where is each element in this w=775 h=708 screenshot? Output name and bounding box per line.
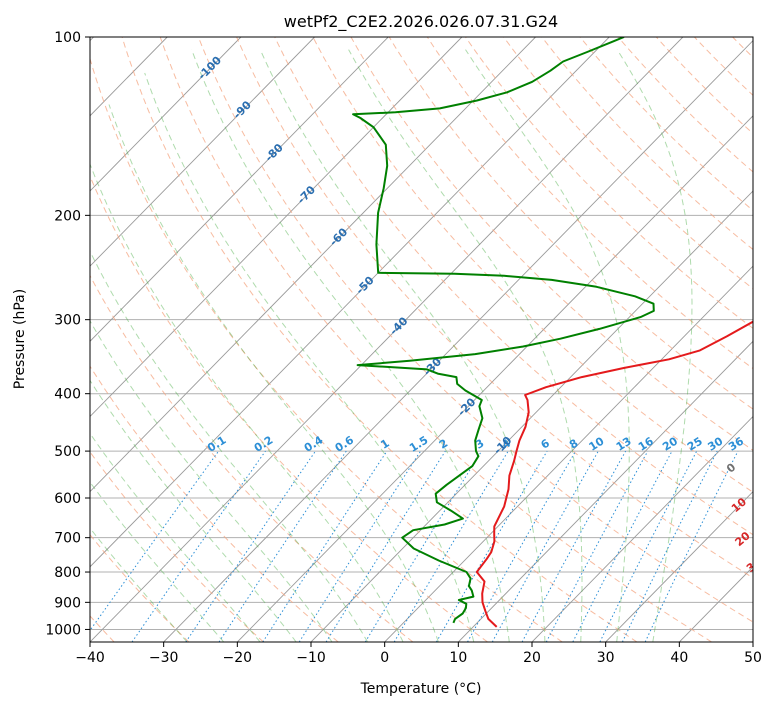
moist-adiabat-line — [191, 49, 510, 642]
dry-adiabat-line — [90, 57, 563, 642]
isotherm-line — [90, 37, 463, 418]
y-axis-title: Pressure (hPa) — [12, 289, 28, 389]
sounding-series — [352, 37, 753, 628]
mixing-ratio-line — [435, 450, 548, 642]
moist-adiabat-line — [616, 49, 693, 642]
x-tick-label: −20 — [223, 650, 253, 666]
x-tick-label: 0 — [380, 650, 389, 666]
dry-adiabat-label: 30 — [744, 555, 764, 575]
y-tick-label: 500 — [54, 444, 81, 460]
isotherm-line — [310, 190, 753, 642]
mixing-ratio-line — [393, 450, 509, 642]
mixing-ratio-line — [364, 450, 483, 642]
moist-adiabat-line — [90, 250, 369, 642]
isotherms — [90, 37, 753, 642]
moist-adiabat-line — [465, 49, 630, 642]
y-tick-label: 400 — [54, 387, 81, 403]
mixing-ratio-line — [644, 450, 739, 642]
y-tick-label: 300 — [54, 313, 81, 329]
isotherm-line — [90, 37, 684, 642]
dry-adiabat-line — [617, 37, 753, 173]
mixing-ratio-line — [298, 450, 422, 642]
y-axis: 1000 900 800 700 600 500 400 300 200 100 — [45, 30, 90, 638]
y-tick-label: 1000 — [45, 622, 81, 638]
dry-adiabat-line — [579, 37, 753, 212]
dry-adiabat-line — [426, 37, 753, 370]
moist-adiabats — [90, 49, 693, 642]
y-tick-label: 200 — [54, 208, 81, 224]
moist-adiabat-line — [348, 49, 583, 642]
mixing-ratio-line — [491, 450, 599, 642]
moist-adiabat-line — [90, 319, 333, 642]
isotherm-line — [458, 340, 753, 642]
x-tick-label: 30 — [597, 650, 615, 666]
mixing-ratio-line — [621, 450, 718, 642]
dry-adiabat-line — [312, 37, 753, 493]
x-tick-label: −40 — [75, 650, 105, 666]
isotherm-line — [90, 37, 389, 342]
temperature-profile-line — [475, 320, 753, 628]
plot-frame — [89, 36, 754, 643]
x-tick-label: 40 — [670, 650, 688, 666]
y-tick-label: 100 — [54, 30, 81, 46]
moist-adiabat-line — [259, 49, 546, 642]
isotherm-line — [163, 39, 753, 642]
moist-adiabat-line — [90, 379, 297, 642]
mixing-ratio-line — [325, 450, 446, 642]
y-tick-label: 800 — [54, 565, 81, 581]
mixing-ratio-line — [90, 450, 220, 632]
mixing-ratio-line — [185, 450, 316, 642]
dry-adiabat-line — [236, 37, 753, 579]
isotherm-line — [90, 37, 242, 192]
mixing-ratio-line — [262, 450, 388, 642]
mixing-ratio-line — [521, 450, 627, 642]
x-tick-label: −10 — [296, 650, 326, 666]
mixing-ratio-line — [131, 450, 266, 642]
y-tick-label: 700 — [54, 531, 81, 547]
moist-adiabat-line — [90, 162, 404, 642]
x-axis: −40 −30 −20 −10 0 10 20 30 40 50 — [75, 642, 762, 666]
x-tick-label: 20 — [523, 650, 541, 666]
dry-adiabat-line — [350, 37, 753, 451]
dry-adiabat-line — [274, 37, 753, 536]
isotherm-line — [90, 37, 610, 568]
plot-area: 0.1 0.2 0.4 0.6 1 1.5 2 3 4 6 8 10 13 16 20 25 30 36-100-… — [90, 37, 764, 642]
dry-adiabat-line — [90, 451, 264, 642]
moist-adiabat-line — [108, 104, 439, 642]
x-tick-label: −30 — [149, 650, 179, 666]
dry-adiabat-line — [121, 37, 638, 642]
y-tick-label: 600 — [54, 491, 81, 507]
x-axis-title: Temperature (°C) — [360, 681, 482, 697]
y-tick-label: 900 — [54, 595, 81, 611]
dry-adiabat-line — [90, 274, 414, 642]
isotherm-line — [237, 115, 753, 642]
dry-adiabat-line — [388, 37, 753, 410]
isotherm-line — [531, 415, 753, 642]
x-tick-label: 50 — [744, 650, 762, 666]
dewpoint-profile-line — [352, 37, 655, 624]
dry-adiabats — [90, 37, 753, 642]
isotherm-line — [384, 265, 753, 642]
isotherm-line — [605, 491, 753, 642]
chart-title: wetPf2_C2E2.2026.026.07.31.G24 — [284, 12, 558, 32]
dry-adiabat-line — [90, 174, 488, 642]
isotherm-line — [90, 37, 315, 267]
x-tick-label: 10 — [449, 650, 467, 666]
moist-adiabat-line — [90, 432, 261, 642]
dry-adiabat-line — [159, 37, 712, 642]
dry-adiabat-line — [465, 37, 753, 329]
isotherm-line — [90, 37, 536, 493]
